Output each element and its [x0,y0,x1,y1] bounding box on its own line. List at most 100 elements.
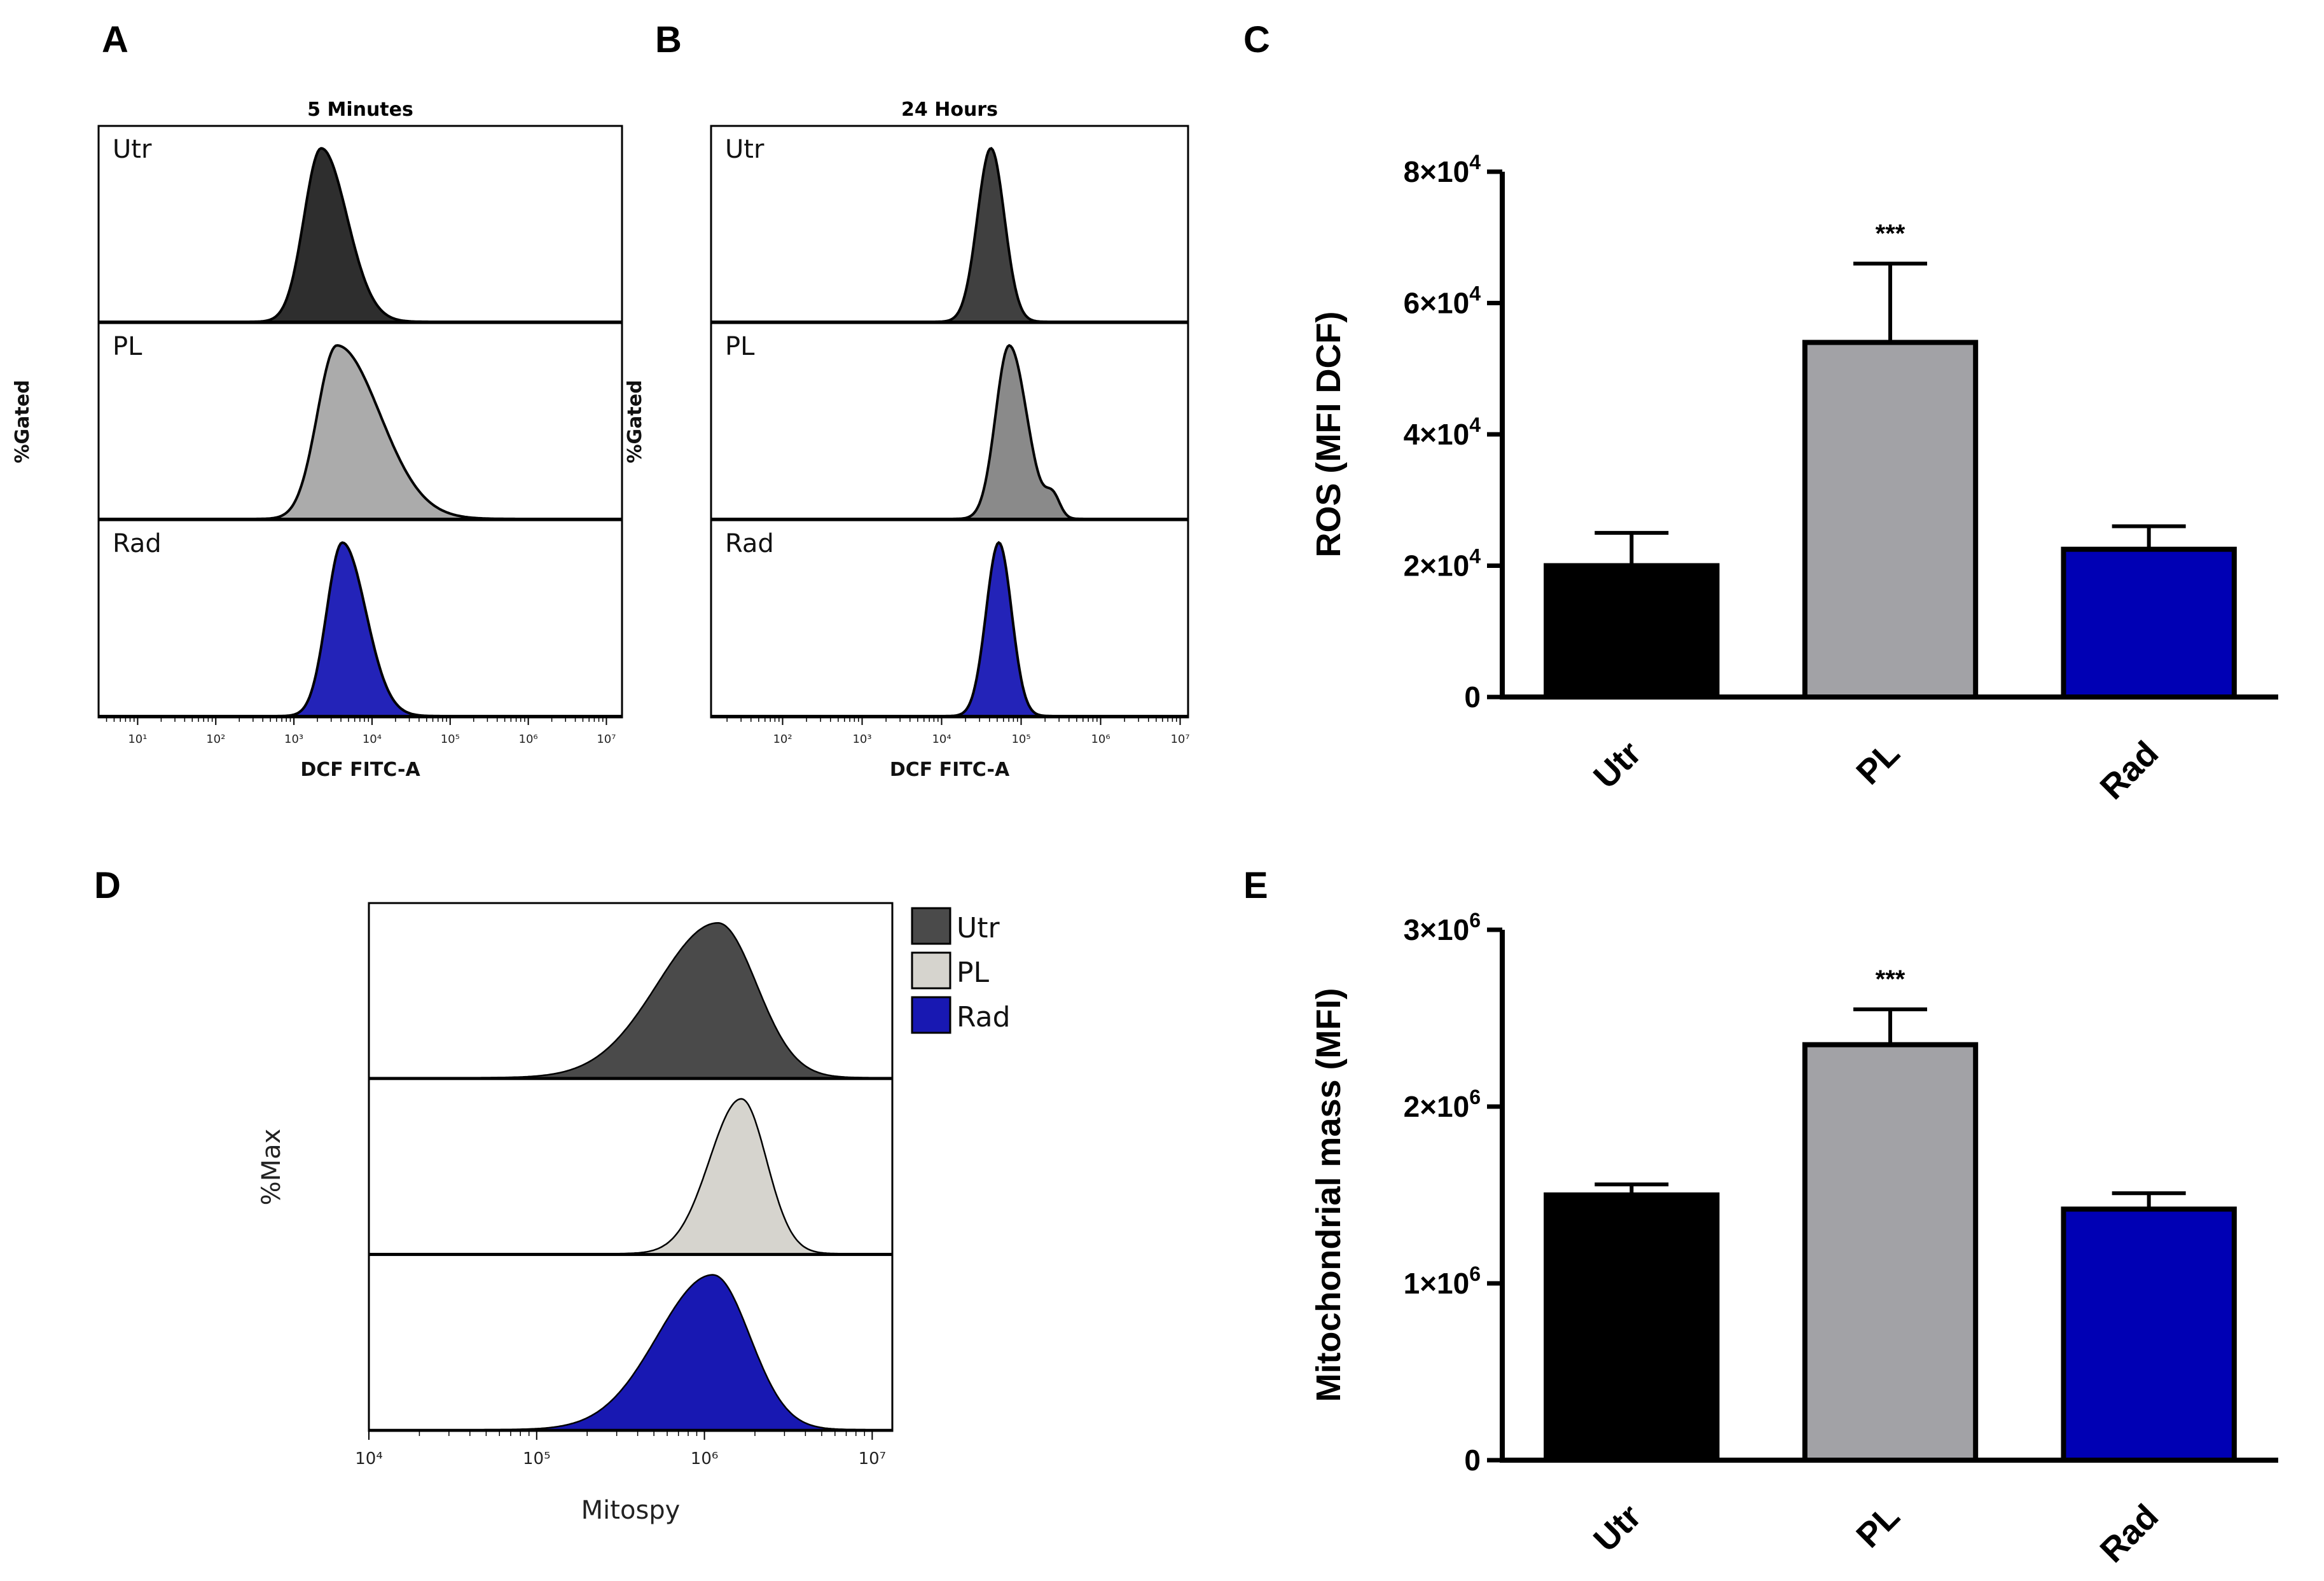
y-tick-base: 8×10 [1404,155,1470,188]
x-tick-label-a-0: 10¹ [128,733,147,746]
track-frame-b-0 [710,125,1189,324]
panel-b-histogram: Utr PL Rad 10² 10³ 10⁴ 10⁵ 10⁶ 10⁷ DCF FITC-A %Gat… [624,99,1190,781]
track-frame-b-1 [710,322,1189,521]
bar-c-pl [1802,340,1979,700]
y-tick-exponent: 6 [1469,1086,1481,1108]
histogram-b-utr [711,146,1188,323]
y-tick-exponent: 4 [1469,151,1481,174]
panel-letter-d: D [94,865,121,906]
bar-e-rad [2061,1206,2237,1463]
y-tick-base: 3×10 [1404,913,1470,946]
y-tick-label-c-3: 6×104 [1404,282,1481,320]
legend-swatch-rad [911,996,951,1034]
x-tick-label-b-4: 10⁶ [1091,733,1110,746]
histogram-d-rad [369,1274,892,1431]
significance-c-pl: *** [1876,220,1906,248]
bar-c-utr [1544,563,1720,700]
y-tick-label-e-3: 3×106 [1404,909,1481,946]
legend-label-pl: PL [957,956,990,989]
x-tick-label-b-1: 10³ [852,733,871,746]
histogram-a-utr [99,147,622,323]
histogram-d-utr [368,922,894,1079]
y-tick-exponent: 6 [1469,909,1481,932]
track-frame-d-2 [368,1253,894,1432]
panel-letter-c: C [1243,19,1270,60]
track-label-a-pl: PL [113,332,142,361]
x-tick-label-e-utr: Utr [1586,1497,1649,1559]
histogram-d-pl [368,1098,894,1255]
histogram-b-pl [711,343,1188,520]
chart-title-b: 24 Hours [901,99,998,121]
legend-label-utr: Utr [957,912,1000,944]
legend-swatch-pl [911,951,951,990]
x-tick-label-e-rad: Rad [2093,1497,2166,1570]
track-label-a-rad: Rad [113,529,162,558]
x-tick-label-b-2: 10⁴ [932,733,951,746]
x-tick-label-b-5: 10⁷ [1170,733,1189,746]
panel-letter-e: E [1243,865,1268,906]
y-tick-base: 4×10 [1404,418,1470,451]
y-tick-exponent: 6 [1469,1262,1481,1285]
legend-label-rad: Rad [957,1001,1011,1033]
y-tick-exponent: 4 [1469,282,1481,305]
x-tick-label-a-1: 10² [206,733,225,746]
histogram-b-rad [711,541,1188,717]
x-tick-label-a-3: 10⁴ [363,733,382,746]
chart-title-a: 5 Minutes [307,99,413,121]
y-tick-base: 2×10 [1404,549,1470,583]
track-label-b-utr: Utr [725,135,764,164]
bar-e-utr [1544,1192,1720,1463]
panel-letter-a: A [102,19,128,60]
x-tick-label-a-5: 10⁶ [519,733,538,746]
bar-e-pl [1802,1042,1979,1463]
x-tick-label-b-0: 10² [773,733,792,746]
y-tick-label-c-0: 0 [1464,680,1481,714]
y-tick-label-e-0: 0 [1464,1444,1481,1477]
y-tick-base: 6×10 [1404,287,1470,320]
x-axis-label-b: DCF FITC-A [890,759,1010,781]
track-label-a-utr: Utr [113,135,152,164]
x-tick-label-d-1: 10⁵ [523,1449,551,1468]
x-tick-label-e-pl: PL [1849,1497,1907,1555]
y-tick-base: 0 [1464,680,1481,714]
x-tick-label-c-rad: Rad [2093,734,2166,807]
y-tick-exponent: 4 [1469,413,1481,436]
x-tick-label-a-4: 10⁵ [441,733,460,746]
x-axis-label-d: Mitospy [581,1496,681,1525]
x-tick-label-d-0: 10⁴ [355,1449,383,1468]
x-axis-label-a: DCF FITC-A [300,759,420,781]
significance-e-pl: *** [1876,965,1906,993]
panel-a-histogram: Utr PL Rad 10¹ 10² 10³ 10⁴ 10⁵ 10⁶ 10⁷ DCF FITC-A%… [11,99,623,781]
bar-c-rad [2061,546,2237,700]
histogram-a-rad [99,541,622,717]
legend-swatch-utr [911,907,951,945]
x-tick-label-c-utr: Utr [1586,734,1649,796]
y-axis-label-e: Mitochondrial mass (MFI) [1310,988,1348,1402]
panel-d-histogram: 10⁴ 10⁵ 10⁶ 10⁷ Mitospy %Max Utr PL Rad [257,902,1011,1525]
y-tick-label-c-2: 4×104 [1404,413,1481,451]
track-frame-b-2 [710,519,1189,719]
track-frame-d-1 [368,1078,894,1256]
y-axis-label-c: ROS (MFI DCF) [1310,312,1348,558]
y-tick-label-e-2: 2×106 [1404,1086,1481,1123]
x-tick-label-a-6: 10⁷ [597,733,616,746]
histogram-a-pl [99,344,622,520]
x-tick-label-d-3: 10⁷ [859,1449,887,1468]
x-tick-label-b-3: 10⁵ [1011,733,1030,746]
x-tick-label-a-2: 10³ [284,733,303,746]
y-tick-base: 2×10 [1404,1090,1470,1123]
y-tick-exponent: 4 [1469,545,1481,568]
y-axis-label-b: %Gated [624,380,646,463]
y-tick-label-c-4: 8×104 [1404,151,1481,188]
track-label-b-pl: PL [725,332,755,361]
y-axis-label-a: %Gated [11,380,34,463]
y-tick-label-c-1: 2×104 [1404,545,1481,583]
x-tick-label-c-pl: PL [1849,734,1907,792]
y-tick-label-e-1: 1×106 [1404,1262,1481,1300]
x-tick-label-d-2: 10⁶ [691,1449,719,1468]
y-axis-label-d: %Max [257,1129,286,1206]
y-tick-base: 1×10 [1404,1267,1470,1300]
